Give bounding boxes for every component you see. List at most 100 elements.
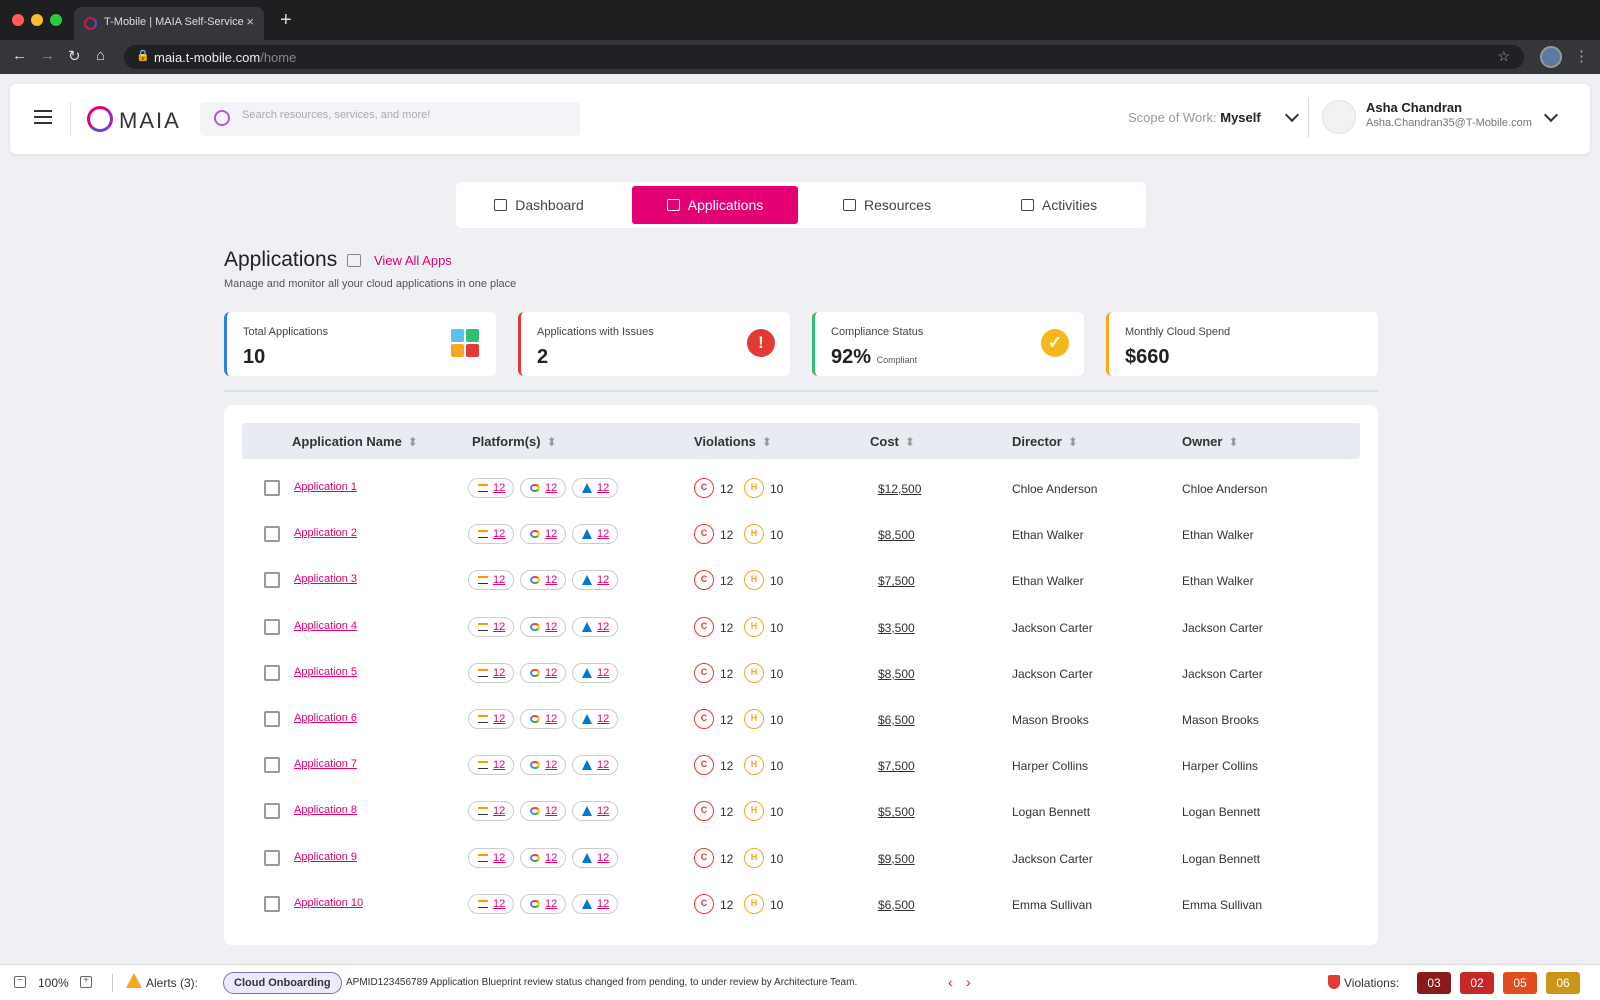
reload-icon[interactable]: ↻ [68, 48, 81, 65]
platform-gcp-pill[interactable]: 12 [520, 570, 566, 591]
tab-activities[interactable]: Activities [976, 186, 1142, 224]
platform-aws-pill[interactable]: 12 [468, 893, 514, 914]
platform-aws-pill[interactable]: 12 [468, 847, 514, 868]
apps-info-icon[interactable] [347, 254, 361, 267]
forward-icon[interactable]: → [40, 47, 55, 64]
tab-resources[interactable]: Resources [804, 186, 970, 224]
row-checkbox[interactable] [264, 526, 280, 543]
row-checkbox[interactable] [264, 664, 280, 681]
row-checkbox[interactable] [264, 849, 280, 866]
col-violations[interactable]: Violations [694, 434, 772, 449]
platform-azure-pill[interactable]: 12 [572, 524, 618, 545]
col-owner[interactable]: Owner [1182, 434, 1239, 449]
row-checkbox[interactable] [264, 480, 280, 496]
browser-menu-icon[interactable]: ⋮ [1574, 48, 1589, 65]
view-all-apps-link[interactable]: View All Apps [374, 253, 452, 268]
back-icon[interactable]: ← [12, 47, 27, 64]
application-name-link[interactable]: Application 9 [294, 850, 357, 863]
avatar[interactable] [1322, 100, 1356, 134]
platform-azure-pill[interactable]: 12 [572, 616, 618, 637]
cost-link[interactable]: $9,500 [878, 851, 915, 866]
search-input[interactable] [242, 109, 562, 121]
col-application-name[interactable]: Application Name [292, 434, 418, 449]
platform-azure-pill[interactable]: 12 [572, 478, 618, 498]
platform-gcp-pill[interactable]: 12 [520, 755, 566, 776]
alert-tag-cloud-onboarding[interactable]: Cloud Onboarding [223, 972, 342, 994]
platform-aws-pill[interactable]: 12 [468, 709, 514, 729]
application-name-link[interactable]: Application 1 [294, 481, 357, 493]
platform-azure-pill[interactable]: 12 [572, 755, 618, 776]
platform-gcp-pill[interactable]: 12 [520, 524, 566, 545]
row-checkbox[interactable] [264, 757, 280, 774]
platform-azure-pill[interactable]: 12 [572, 570, 618, 591]
platform-aws-pill[interactable]: 12 [468, 755, 514, 776]
platform-aws-pill[interactable]: 12 [468, 524, 514, 545]
cost-link[interactable]: $6,500 [878, 713, 915, 727]
hamburger-menu-icon[interactable] [34, 110, 52, 124]
platform-gcp-pill[interactable]: 12 [520, 847, 566, 868]
application-name-link[interactable]: Application 6 [294, 712, 357, 724]
row-checkbox[interactable] [264, 895, 280, 912]
zoom-in-icon[interactable]: + [80, 976, 92, 988]
cost-link[interactable]: $6,500 [878, 897, 915, 912]
platform-azure-pill[interactable]: 12 [572, 662, 618, 683]
platform-azure-pill[interactable]: 12 [572, 709, 618, 729]
new-tab-icon[interactable]: + [280, 9, 292, 31]
platform-gcp-pill[interactable]: 12 [520, 709, 566, 729]
violation-count-badge[interactable]: 03 [1417, 972, 1451, 994]
home-icon[interactable]: ⌂ [96, 47, 106, 64]
scope-of-work[interactable]: Scope of Work: Myself [1128, 110, 1261, 125]
user-chevron-down-icon[interactable] [1543, 107, 1559, 123]
platform-gcp-pill[interactable]: 12 [520, 801, 566, 822]
cost-link[interactable]: $7,500 [878, 759, 915, 774]
application-name-link[interactable]: Application 4 [294, 619, 357, 632]
application-name-link[interactable]: Application 10 [294, 896, 364, 909]
platform-aws-pill[interactable]: 12 [468, 478, 514, 498]
search-box[interactable] [200, 102, 580, 136]
platform-aws-pill[interactable]: 12 [468, 662, 514, 683]
browser-tab[interactable]: T-Mobile | MAIA Self-Service × [74, 7, 264, 40]
tab-dashboard[interactable]: Dashboard [456, 186, 622, 224]
tab-close-icon[interactable]: × [246, 14, 254, 29]
violation-count-badge[interactable]: 06 [1546, 972, 1580, 994]
bookmark-star-icon[interactable]: ☆ [1497, 48, 1510, 64]
row-checkbox[interactable] [264, 618, 280, 635]
violation-count-badge[interactable]: 02 [1460, 972, 1494, 994]
window-maximize-icon[interactable] [50, 14, 62, 26]
platform-aws-pill[interactable]: 12 [468, 616, 514, 637]
platform-gcp-pill[interactable]: 12 [520, 616, 566, 637]
cost-link[interactable]: $5,500 [878, 805, 915, 820]
platform-gcp-pill[interactable]: 12 [520, 662, 566, 683]
violation-count-badge[interactable]: 05 [1503, 972, 1537, 994]
alert-next-icon[interactable]: › [966, 974, 971, 990]
row-checkbox[interactable] [264, 803, 280, 820]
tab-applications[interactable]: Applications [632, 186, 798, 224]
platform-gcp-pill[interactable]: 12 [520, 893, 566, 914]
platform-aws-pill[interactable]: 12 [468, 570, 514, 591]
scope-chevron-down-icon[interactable] [1284, 107, 1300, 123]
application-name-link[interactable]: Application 2 [294, 527, 357, 540]
platform-gcp-pill[interactable]: 12 [520, 478, 566, 498]
col-platforms[interactable]: Platform(s) [472, 434, 557, 449]
cost-link[interactable]: $3,500 [878, 620, 915, 635]
platform-azure-pill[interactable]: 12 [572, 893, 618, 914]
cost-link[interactable]: $7,500 [878, 574, 915, 589]
window-close-icon[interactable] [12, 14, 24, 26]
col-director[interactable]: Director [1012, 434, 1078, 449]
cost-link[interactable]: $8,500 [878, 528, 915, 543]
address-bar[interactable]: 🔒 maia.t-mobile.com/home ☆ [124, 45, 1524, 69]
platform-azure-pill[interactable]: 12 [572, 847, 618, 868]
application-name-link[interactable]: Application 7 [294, 758, 357, 771]
window-minimize-icon[interactable] [31, 14, 43, 26]
application-name-link[interactable]: Application 3 [294, 573, 357, 586]
application-name-link[interactable]: Application 5 [294, 665, 357, 678]
application-name-link[interactable]: Application 8 [294, 804, 357, 817]
cost-link[interactable]: $8,500 [878, 666, 915, 681]
zoom-out-icon[interactable]: − [14, 976, 26, 988]
browser-profile-icon[interactable] [1540, 46, 1562, 68]
row-checkbox[interactable] [264, 572, 280, 589]
cost-link[interactable]: $12,500 [878, 482, 922, 496]
col-cost[interactable]: Cost [870, 434, 915, 449]
row-checkbox[interactable] [264, 711, 280, 727]
platform-azure-pill[interactable]: 12 [572, 801, 618, 822]
